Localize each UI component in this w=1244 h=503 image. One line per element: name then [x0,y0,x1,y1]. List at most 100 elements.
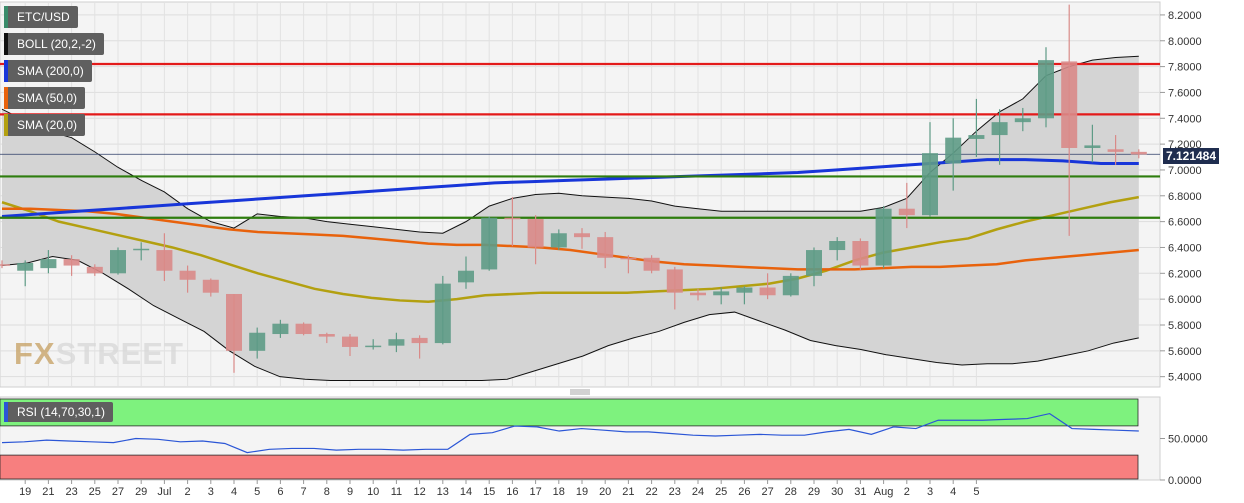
x-tick-label: 6 [277,486,283,498]
y-tick-label: 8.0000 [1168,36,1202,48]
candle-body [597,237,614,258]
candle [133,242,150,261]
candle-body [388,339,405,346]
x-tick-label: 4 [950,486,956,498]
x-tick-label: 20 [599,486,611,498]
candle [736,286,753,305]
candle-body [527,219,544,248]
rsi-label-text: RSI (14,70,30,1) [17,405,106,419]
candle-body [1014,118,1031,123]
candle [1014,107,1031,132]
candle-body [133,248,150,251]
y-tick-label: 7.0000 [1168,165,1202,177]
candle-body [202,279,219,293]
candle [550,229,567,251]
candle-body [17,262,34,271]
main-price-plot[interactable] [0,1,1161,480]
candle [875,206,892,269]
x-tick-label: 27 [112,486,124,498]
x-tick-label: 26 [738,486,750,498]
candle [666,266,683,310]
x-tick-label: 14 [460,486,472,498]
candle [1038,47,1054,128]
y-tick-label: 7.6000 [1168,87,1202,99]
candle [295,322,312,336]
sma-50-line [2,207,1139,271]
current-price-tag: 7.121484 [1163,148,1219,164]
candle [690,288,706,301]
y-tick-label: 6.4000 [1168,242,1202,254]
candle-body [782,275,799,296]
candle-body [829,241,846,251]
candle [922,122,938,217]
candle [829,237,846,261]
candle [620,255,637,274]
x-tick-label: Aug [874,486,894,498]
candle-body [40,259,57,269]
symbol-text: ETC/USD [17,10,70,24]
candle-body [643,257,660,271]
candle-body [295,323,312,335]
candle-body [1084,145,1101,148]
x-tick-label: 2 [904,486,910,498]
candle-body [898,208,915,216]
legend-sma-20[interactable]: SMA (20,0) [4,114,86,136]
candle [782,273,799,297]
legend-sma-50-label: SMA (50,0) [17,91,78,105]
candle-body [1130,151,1147,155]
x-tick-label: 8 [324,486,330,498]
legend-sma-20-swatch [4,114,8,136]
legend-boll-swatch [4,33,8,55]
sma-20-line [1,195,1140,303]
candle [388,332,405,353]
candle-body [365,345,382,348]
x-tick-label: 18 [553,486,565,498]
legend-sma-50[interactable]: SMA (50,0) [4,87,86,109]
candle-body [156,250,173,271]
axes: 5.4000 5.6000 5.8000 6.0000 6.2000 6.4000 6.60… [19,10,1208,498]
candle [202,278,219,297]
legend-boll[interactable]: BOLL (20,2,-2) [4,33,104,55]
candle-body [620,257,637,260]
candle [17,260,34,287]
x-tick-label: 28 [785,486,797,498]
rsi-y-tick-label: 50.0000 [1168,434,1208,446]
x-tick-label: 16 [506,486,518,498]
legend-sma-20-label: SMA (20,0) [17,118,78,132]
candle [713,287,730,305]
candle [574,228,590,249]
candle-body [806,250,822,276]
x-tick-label: 27 [761,486,773,498]
candle-body [63,259,80,266]
candle [226,293,242,373]
candle-body [458,270,474,283]
candle-body [249,332,266,351]
candle [898,182,915,229]
candle-body [411,337,428,344]
candle-body [272,323,289,335]
candle-body [991,122,1008,136]
bollinger-lower-line [1,256,1139,382]
rsi-overbought-zone [0,398,1139,427]
x-tick-label: 3 [927,486,933,498]
x-tick-label: 30 [831,486,843,498]
candle-body [666,269,683,293]
y-tick-label: 6.0000 [1168,294,1202,306]
legend-sma-200[interactable]: SMA (200,0) [4,60,92,82]
x-tick-label: 10 [367,486,379,498]
candle [272,319,289,338]
rsi-plot[interactable] [0,396,1161,481]
legend-sma-50-swatch [4,87,8,109]
candle [411,335,428,359]
x-tick-label: 7 [301,486,307,498]
candle [1084,124,1101,163]
candle [806,247,822,287]
symbol-label[interactable]: ETC/USD [4,6,78,28]
x-tick-label: 29 [135,486,147,498]
candle-body [86,266,103,274]
rsi-label[interactable]: RSI (14,70,30,1) [4,402,114,422]
y-tick-label: 6.6000 [1168,217,1202,229]
y-tick-label: 8.2000 [1168,10,1202,22]
candle [458,256,474,289]
y-tick-label: 6.2000 [1168,268,1202,280]
